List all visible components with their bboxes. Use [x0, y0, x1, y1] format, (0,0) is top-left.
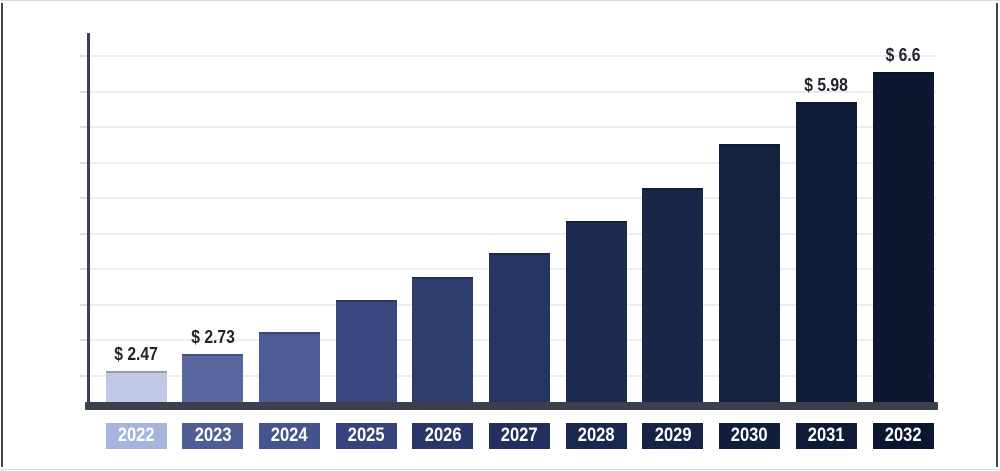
- frame-top-line: [0, 0, 1000, 1]
- year-text: 2028: [577, 425, 615, 446]
- x-axis-label-2030: 2030: [719, 423, 781, 449]
- year-text: 2032: [884, 425, 922, 446]
- y-axis-tick: [80, 339, 87, 341]
- x-axis-label-2027: 2027: [489, 423, 550, 449]
- bar-value-label-2023: $ 2.73: [170, 327, 255, 348]
- x-axis-label-2028: 2028: [565, 423, 627, 449]
- x-axis-label-2025: 2025: [335, 423, 397, 449]
- y-axis-tick: [80, 268, 87, 270]
- x-axis-label-2031: 2031: [795, 423, 857, 449]
- bar-2024: [258, 332, 320, 402]
- gridline: [89, 197, 936, 199]
- frame-bottom-line: [0, 469, 1000, 470]
- bar-2029: [642, 188, 704, 402]
- year-text: 2030: [731, 425, 768, 446]
- bar-2031: [795, 102, 857, 402]
- x-axis-label-2022: 2022: [105, 423, 167, 449]
- gridline: [89, 55, 936, 57]
- frame-left-line: [1, 3, 3, 467]
- bar-value-text: $ 2.73: [190, 327, 235, 347]
- bar-value-label-2031: $ 5.98: [784, 75, 869, 96]
- year-text: 2025: [347, 425, 385, 446]
- x-axis-label-2029: 2029: [642, 423, 704, 449]
- bar-2030: [719, 144, 781, 402]
- x-axis-label-2032: 2032: [872, 423, 934, 449]
- bar-value-text: $ 5.98: [804, 75, 849, 95]
- gridline: [89, 90, 936, 93]
- y-axis-tick: [80, 126, 87, 128]
- bar-2023: [182, 354, 244, 402]
- gridline: [89, 232, 936, 235]
- y-axis-tick: [80, 232, 87, 235]
- year-text: 2027: [501, 425, 538, 446]
- bar-value-text: $ 6.6: [885, 45, 921, 65]
- y-axis-tick: [80, 303, 87, 306]
- bar-2026: [412, 277, 474, 402]
- y-axis-tick: [80, 55, 87, 57]
- bar-value-label-2032: $ 6.6: [861, 45, 946, 66]
- gridline: [89, 126, 936, 128]
- frame-right-line: [996, 3, 998, 467]
- gridline: [89, 161, 936, 164]
- year-text: 2024: [270, 425, 308, 446]
- x-axis-label-2024: 2024: [258, 423, 320, 449]
- bar-2027: [489, 253, 550, 402]
- y-axis-tick: [80, 197, 87, 199]
- x-axis-label-2026: 2026: [412, 423, 474, 449]
- bar-2032: [872, 72, 934, 402]
- year-text: 2026: [424, 425, 462, 446]
- year-text: 2023: [194, 425, 232, 446]
- y-axis-tick: [80, 90, 87, 93]
- bar-value-label-2022: $ 2.47: [94, 344, 179, 365]
- y-axis-tick: [80, 161, 87, 164]
- x-axis-baseline: [85, 402, 938, 410]
- year-text: 2022: [117, 425, 155, 446]
- x-axis-label-2023: 2023: [182, 423, 244, 449]
- bar-2025: [335, 300, 397, 402]
- bar-value-text: $ 2.47: [114, 344, 158, 364]
- year-text: 2029: [654, 425, 692, 446]
- year-text: 2031: [807, 425, 845, 446]
- y-axis-tick: [80, 374, 87, 377]
- bar-2028: [565, 221, 627, 402]
- y-axis-line: [87, 33, 90, 410]
- bar-2022: [105, 371, 167, 402]
